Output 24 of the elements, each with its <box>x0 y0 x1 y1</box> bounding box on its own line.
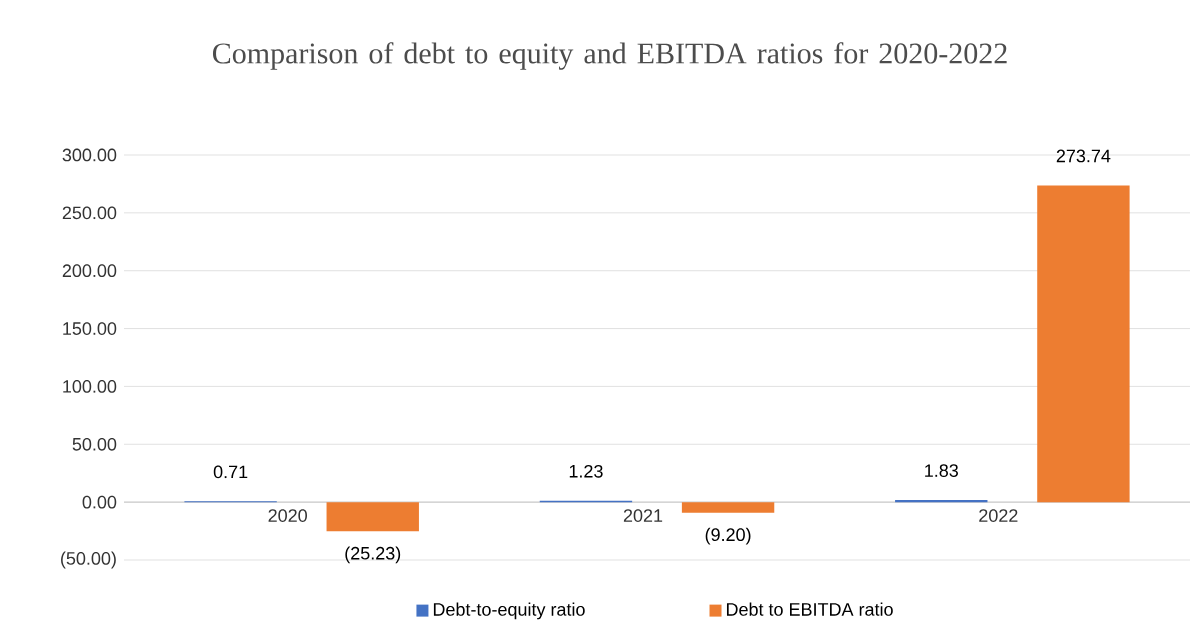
bar <box>1037 185 1130 503</box>
y-tick-label: 250.00 <box>62 206 117 220</box>
data-label: (9.20) <box>705 527 751 545</box>
legend-label: Debt-to-equity ratio <box>433 602 585 620</box>
y-tick-label: 50.00 <box>72 437 117 451</box>
x-tick-label: 2020 <box>268 509 307 522</box>
y-tick-label: 200.00 <box>62 264 117 278</box>
y-tick-label: 0.00 <box>82 495 117 509</box>
y-tick-label: 300.00 <box>62 148 117 162</box>
chart-title: Comparison of debt to equity and EBITDA ratios for 2020-2022 <box>212 42 1007 70</box>
bar <box>895 500 988 503</box>
data-label: (25.23) <box>345 546 401 564</box>
x-tick-label: 2021 <box>623 509 663 522</box>
data-label: 273.74 <box>1056 149 1111 163</box>
y-tick-label: 100.00 <box>63 380 117 393</box>
bar <box>681 502 775 513</box>
data-label: 1.83 <box>925 464 958 477</box>
bar <box>326 502 419 532</box>
data-label: 1.23 <box>569 464 603 478</box>
data-label: 0.71 <box>213 465 248 479</box>
x-tick-label: 2022 <box>979 509 1018 522</box>
y-tick-label: (50.00) <box>61 551 116 569</box>
y-tick-label: 150.00 <box>63 322 117 335</box>
legend-label: Debt to EBITDA ratio <box>726 602 893 616</box>
